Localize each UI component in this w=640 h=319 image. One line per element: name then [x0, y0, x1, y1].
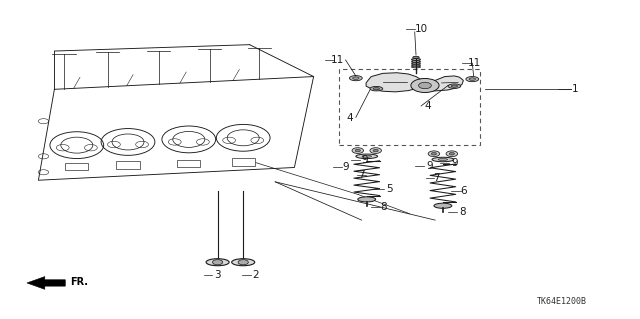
Text: 9: 9 — [342, 162, 349, 173]
Circle shape — [238, 260, 248, 265]
Ellipse shape — [349, 76, 362, 81]
Text: 9: 9 — [362, 155, 368, 166]
Circle shape — [428, 151, 440, 157]
Text: 4: 4 — [347, 113, 353, 123]
Text: 10: 10 — [415, 24, 428, 34]
Circle shape — [419, 82, 431, 89]
Ellipse shape — [370, 86, 383, 91]
Bar — [232, 158, 255, 166]
Polygon shape — [27, 277, 65, 289]
Circle shape — [431, 152, 436, 155]
Text: 1: 1 — [572, 84, 578, 94]
Ellipse shape — [432, 157, 454, 162]
Text: 7: 7 — [358, 170, 365, 180]
Ellipse shape — [438, 159, 448, 160]
Ellipse shape — [362, 155, 371, 157]
Bar — [116, 161, 140, 169]
Ellipse shape — [206, 259, 229, 266]
Bar — [177, 160, 200, 167]
Text: 11: 11 — [468, 58, 481, 68]
Ellipse shape — [373, 88, 380, 90]
Bar — [339, 69, 480, 145]
Ellipse shape — [232, 259, 255, 266]
Text: TK64E1200B: TK64E1200B — [536, 297, 586, 306]
Circle shape — [370, 148, 381, 153]
Text: 6: 6 — [461, 186, 467, 197]
Ellipse shape — [466, 77, 479, 82]
Circle shape — [352, 148, 364, 153]
Ellipse shape — [448, 84, 461, 88]
Text: 8: 8 — [381, 202, 387, 212]
Polygon shape — [366, 73, 463, 92]
Text: 4: 4 — [424, 101, 431, 111]
Ellipse shape — [353, 77, 359, 79]
Bar — [65, 163, 88, 170]
Ellipse shape — [451, 85, 458, 87]
Text: 3: 3 — [214, 270, 221, 280]
Text: 2: 2 — [253, 270, 259, 280]
Ellipse shape — [469, 78, 476, 80]
Text: 8: 8 — [459, 207, 465, 217]
Circle shape — [355, 149, 360, 152]
Circle shape — [449, 152, 454, 155]
Ellipse shape — [434, 203, 452, 208]
Text: 9: 9 — [427, 161, 433, 171]
Circle shape — [446, 151, 458, 157]
Circle shape — [212, 260, 223, 265]
Text: FR.: FR. — [70, 277, 88, 287]
Text: 9: 9 — [451, 158, 458, 168]
Text: 11: 11 — [332, 55, 344, 65]
Text: 5: 5 — [386, 184, 392, 194]
Ellipse shape — [358, 197, 376, 202]
Ellipse shape — [356, 154, 378, 159]
Circle shape — [411, 78, 439, 93]
Circle shape — [373, 149, 378, 152]
Text: 7: 7 — [433, 173, 440, 183]
Ellipse shape — [413, 56, 419, 59]
